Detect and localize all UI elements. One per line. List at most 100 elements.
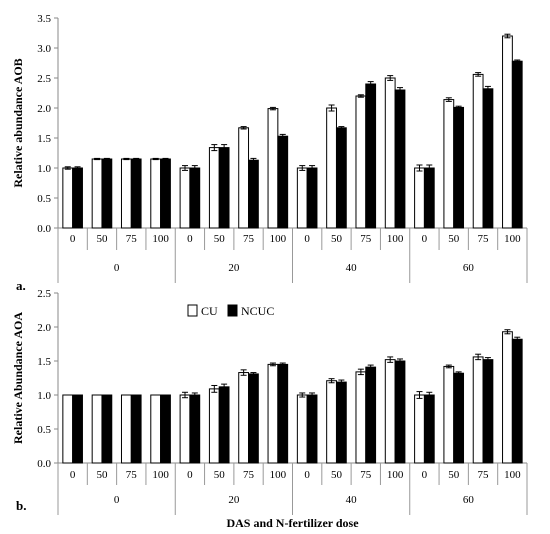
bar-cu bbox=[179, 394, 191, 464]
x-tick-label: 50 bbox=[214, 233, 226, 245]
bar-ncuc bbox=[394, 360, 406, 464]
y-tick-label: 3.0 bbox=[37, 43, 51, 55]
bar-cu bbox=[120, 158, 132, 229]
x-tick-label: 100 bbox=[270, 469, 287, 481]
bar-cu bbox=[443, 99, 455, 229]
bar-ncuc bbox=[511, 60, 523, 229]
bar-ncuc bbox=[72, 167, 83, 229]
bar-cu bbox=[267, 363, 279, 464]
x-tick-label: 75 bbox=[478, 469, 490, 481]
x-tick-label: 75 bbox=[360, 233, 372, 245]
bar-cu bbox=[414, 394, 425, 464]
x-tick-label: 0 bbox=[422, 233, 428, 245]
bar-ncuc bbox=[511, 338, 523, 464]
x-group-label: 20 bbox=[228, 494, 240, 506]
x-tick-label: 100 bbox=[152, 469, 169, 481]
x-tick-label: 75 bbox=[243, 233, 255, 245]
bar-ncuc bbox=[101, 158, 113, 229]
x-group-label: 60 bbox=[463, 494, 475, 506]
x-tick-label: 0 bbox=[70, 233, 76, 245]
y-tick-label: 1.5 bbox=[37, 356, 51, 368]
x-group-label: 60 bbox=[463, 262, 475, 274]
x-axis-title: DAS and N-fertilizer dose bbox=[226, 516, 359, 530]
bar-ncuc bbox=[218, 386, 230, 464]
x-group-label: 40 bbox=[346, 262, 358, 274]
bar-ncuc bbox=[189, 167, 201, 229]
bar-ncuc bbox=[453, 372, 465, 464]
bar-cu bbox=[91, 158, 103, 229]
x-tick-label: 75 bbox=[243, 469, 255, 481]
x-tick-label: 100 bbox=[504, 233, 521, 245]
y-tick-label: 0.0 bbox=[37, 458, 51, 470]
x-tick-label: 0 bbox=[304, 233, 310, 245]
bar-cu bbox=[502, 35, 513, 229]
y-tick-label: 0.0 bbox=[37, 223, 51, 235]
bar-cu bbox=[472, 356, 484, 464]
bar-cu bbox=[150, 158, 162, 229]
x-group-label: 0 bbox=[114, 262, 120, 274]
legend-swatch-ncuc bbox=[227, 304, 238, 317]
bar-ncuc bbox=[453, 106, 465, 229]
bar-cu bbox=[150, 394, 162, 464]
x-tick-label: 50 bbox=[448, 233, 460, 245]
x-tick-label: 50 bbox=[331, 233, 343, 245]
y-tick-label: 1.0 bbox=[37, 163, 51, 175]
x-tick-label: 100 bbox=[152, 233, 169, 245]
bar-ncuc bbox=[248, 159, 259, 229]
bar-cu bbox=[62, 167, 74, 229]
x-tick-label: 50 bbox=[448, 469, 460, 481]
y-tick-label: 2.5 bbox=[37, 288, 51, 300]
y-tick-label: 0.5 bbox=[37, 424, 51, 436]
bar-cu bbox=[179, 167, 191, 229]
bar-ncuc bbox=[335, 381, 347, 464]
bar-ncuc bbox=[218, 147, 230, 229]
x-tick-label: 0 bbox=[422, 469, 428, 481]
bar-cu bbox=[326, 380, 337, 464]
bar-ncuc bbox=[365, 366, 377, 464]
bar-ncuc bbox=[72, 394, 83, 464]
bar-cu bbox=[355, 95, 367, 229]
x-group-label: 40 bbox=[346, 494, 358, 506]
bar-cu bbox=[296, 394, 308, 464]
y-tick-label: 2.5 bbox=[37, 73, 51, 85]
bar-ncuc bbox=[423, 167, 435, 229]
x-tick-label: 75 bbox=[478, 233, 490, 245]
bar-ncuc bbox=[306, 394, 318, 464]
x-group-label: 20 bbox=[228, 262, 240, 274]
x-tick-label: 0 bbox=[304, 469, 310, 481]
y-axis-title: Relative Abundance AOA bbox=[11, 312, 25, 444]
bar-cu bbox=[91, 394, 103, 464]
y-tick-label: 2.0 bbox=[37, 103, 51, 115]
bar-ncuc bbox=[160, 158, 171, 229]
bar-cu bbox=[326, 107, 337, 229]
x-tick-label: 75 bbox=[126, 469, 138, 481]
x-tick-label: 0 bbox=[70, 469, 76, 481]
bar-cu bbox=[267, 108, 279, 229]
x-tick-label: 50 bbox=[331, 469, 343, 481]
legend-label: NCUC bbox=[241, 304, 274, 318]
bar-ncuc bbox=[394, 89, 406, 229]
bar-ncuc bbox=[482, 88, 494, 229]
bar-ncuc bbox=[423, 394, 435, 464]
x-tick-label: 50 bbox=[96, 233, 108, 245]
chart-panel-a: 0.0 0.5 1.0 1.5 2.0 2.5 3.0 3.5 Relative abundan… bbox=[11, 13, 528, 293]
y-tick-label: 1.5 bbox=[37, 133, 51, 145]
bar-ncuc bbox=[130, 158, 142, 229]
y-axis-title: Relative abundance AOB bbox=[11, 58, 25, 187]
bar-cu bbox=[414, 167, 425, 229]
x-tick-label: 0 bbox=[187, 233, 193, 245]
x-group-label: 0 bbox=[114, 494, 120, 506]
chart-panel-b: 0.0 0.5 1.0 1.5 2.0 2.5 Relative Abundance AOA… bbox=[11, 288, 528, 530]
x-tick-label: 50 bbox=[214, 469, 226, 481]
x-tick-label: 75 bbox=[126, 233, 138, 245]
bar-cu bbox=[62, 394, 74, 464]
x-tick-label: 50 bbox=[96, 469, 108, 481]
x-tick-label: 100 bbox=[387, 469, 404, 481]
bar-cu bbox=[208, 147, 220, 229]
bar-ncuc bbox=[335, 127, 347, 229]
bar-cu bbox=[384, 77, 396, 229]
bar-cu bbox=[355, 371, 367, 464]
x-tick-label: 75 bbox=[360, 469, 372, 481]
bar-cu bbox=[502, 331, 513, 464]
